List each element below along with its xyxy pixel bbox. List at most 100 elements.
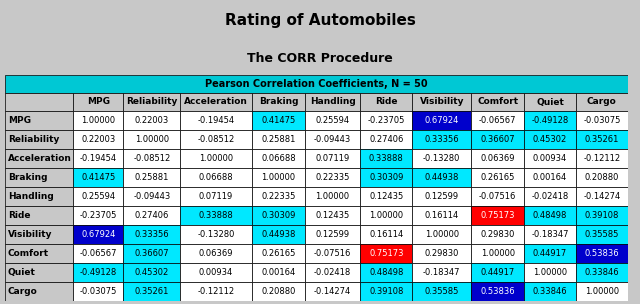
Bar — [576, 149, 628, 168]
Bar — [252, 206, 305, 225]
Text: 1.00000: 1.00000 — [585, 287, 619, 296]
Text: 0.07119: 0.07119 — [316, 154, 349, 163]
Bar — [5, 263, 73, 282]
Bar — [524, 111, 576, 130]
Bar — [576, 244, 628, 263]
Text: Comfort: Comfort — [8, 249, 49, 258]
Text: -0.23705: -0.23705 — [367, 116, 405, 125]
Text: 0.07119: 0.07119 — [199, 192, 233, 201]
Text: 0.29830: 0.29830 — [481, 230, 515, 239]
Bar — [252, 111, 305, 130]
Text: 0.06369: 0.06369 — [199, 249, 234, 258]
Bar — [5, 282, 73, 301]
Bar — [5, 149, 73, 168]
Text: Acceleration: Acceleration — [8, 154, 72, 163]
Bar — [124, 244, 180, 263]
Bar — [412, 149, 471, 168]
Text: -0.18347: -0.18347 — [423, 268, 461, 277]
Text: 1.00000: 1.00000 — [316, 192, 349, 201]
Text: Comfort: Comfort — [477, 98, 518, 106]
Text: Quiet: Quiet — [8, 268, 36, 277]
Text: -0.12112: -0.12112 — [583, 154, 620, 163]
Text: Visibility: Visibility — [420, 98, 464, 106]
Text: -0.08512: -0.08512 — [133, 154, 170, 163]
Bar — [5, 206, 73, 225]
Bar — [305, 206, 360, 225]
Text: 0.35261: 0.35261 — [585, 135, 619, 144]
Bar — [73, 149, 124, 168]
Bar — [360, 130, 412, 149]
Text: 0.22335: 0.22335 — [261, 192, 296, 201]
Bar — [412, 93, 471, 111]
Bar — [252, 187, 305, 206]
Bar — [73, 263, 124, 282]
Bar — [576, 168, 628, 187]
Bar — [360, 93, 412, 111]
Text: 1.00000: 1.00000 — [481, 249, 515, 258]
Bar — [124, 168, 180, 187]
Bar — [576, 282, 628, 301]
Text: 0.39108: 0.39108 — [585, 211, 619, 220]
Bar — [360, 244, 412, 263]
Text: 0.44938: 0.44938 — [424, 173, 459, 182]
Text: 0.35261: 0.35261 — [134, 287, 169, 296]
Bar — [576, 206, 628, 225]
Bar — [305, 149, 360, 168]
Bar — [360, 206, 412, 225]
Bar — [471, 225, 524, 244]
Text: -0.12112: -0.12112 — [198, 287, 235, 296]
Bar — [412, 111, 471, 130]
Bar — [305, 168, 360, 187]
Text: 0.39108: 0.39108 — [369, 287, 403, 296]
Text: Ride: Ride — [8, 211, 31, 220]
Bar — [305, 263, 360, 282]
Text: 0.44938: 0.44938 — [261, 230, 296, 239]
Text: 1.00000: 1.00000 — [425, 230, 459, 239]
Text: -0.14274: -0.14274 — [583, 192, 621, 201]
Text: 0.00934: 0.00934 — [199, 268, 233, 277]
Bar — [5, 244, 73, 263]
Bar — [360, 263, 412, 282]
Text: 0.35585: 0.35585 — [585, 230, 619, 239]
Bar — [252, 225, 305, 244]
Text: MPG: MPG — [8, 116, 31, 125]
Bar — [524, 225, 576, 244]
Text: 0.16114: 0.16114 — [425, 211, 459, 220]
Bar — [252, 149, 305, 168]
Bar — [305, 244, 360, 263]
Bar — [360, 111, 412, 130]
Bar — [252, 244, 305, 263]
Bar — [305, 225, 360, 244]
Bar — [180, 93, 252, 111]
Text: -0.09443: -0.09443 — [133, 192, 170, 201]
Text: 0.12599: 0.12599 — [425, 192, 459, 201]
Text: Ride: Ride — [375, 98, 397, 106]
Text: -0.02418: -0.02418 — [314, 268, 351, 277]
Bar — [576, 225, 628, 244]
Bar — [73, 225, 124, 244]
Text: -0.08512: -0.08512 — [198, 135, 235, 144]
Text: Cargo: Cargo — [587, 98, 617, 106]
Text: 0.25594: 0.25594 — [81, 192, 115, 201]
Bar — [73, 244, 124, 263]
Bar — [5, 93, 73, 111]
Text: 0.20880: 0.20880 — [585, 173, 619, 182]
Bar — [180, 206, 252, 225]
Text: 0.44917: 0.44917 — [481, 268, 515, 277]
Text: Braking: Braking — [259, 98, 298, 106]
Bar — [471, 206, 524, 225]
Text: 0.33846: 0.33846 — [532, 287, 567, 296]
Bar — [252, 168, 305, 187]
Text: 0.22335: 0.22335 — [316, 173, 350, 182]
Bar — [180, 225, 252, 244]
Text: 0.06688: 0.06688 — [261, 154, 296, 163]
Bar — [360, 187, 412, 206]
Bar — [124, 149, 180, 168]
Bar — [124, 206, 180, 225]
Bar — [180, 282, 252, 301]
Text: 0.22003: 0.22003 — [81, 135, 115, 144]
Bar — [305, 93, 360, 111]
Bar — [360, 149, 412, 168]
Bar — [412, 168, 471, 187]
Bar — [73, 130, 124, 149]
